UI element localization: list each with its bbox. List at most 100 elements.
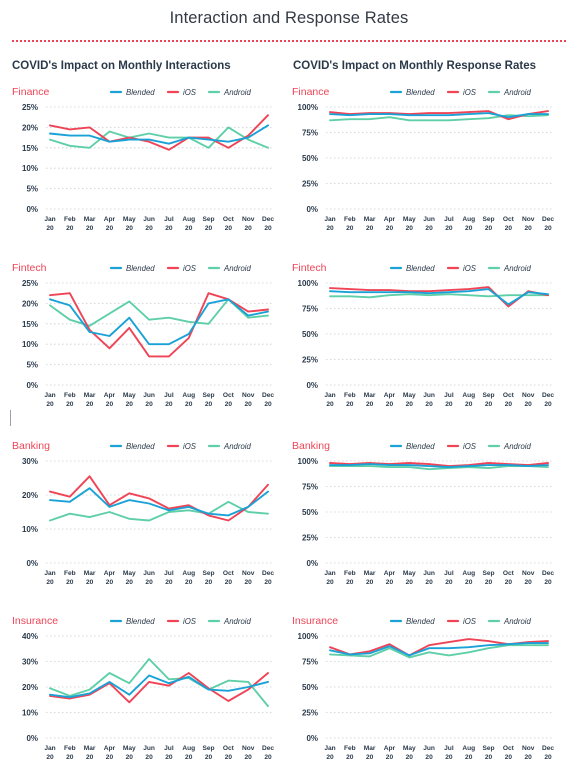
x-tick-year: 20 (406, 401, 414, 408)
y-tick-label: 0% (306, 559, 318, 568)
x-tick-year: 20 (366, 579, 374, 586)
legend-label-ios: iOS (463, 442, 477, 451)
x-tick-month: Jun (143, 216, 155, 223)
x-tick-month: Jun (143, 570, 155, 577)
x-tick-year: 20 (145, 579, 153, 586)
x-tick-year: 20 (245, 401, 253, 408)
y-tick-label: 50% (302, 508, 318, 517)
x-tick-month: Oct (223, 392, 235, 399)
x-tick-year: 20 (386, 754, 394, 761)
x-tick-year: 20 (406, 754, 414, 761)
banking-interactions-svg: Banking Blended iOS Android 0% 10% 20% 30% Jan 20… (12, 440, 274, 586)
x-tick-month: Jan (324, 745, 335, 752)
fintech-interactions-chart: Fintech Blended iOS Android 0% 5% 10% 15% 20% 25%… (10, 259, 280, 419)
x-tick-month: Jan (324, 392, 335, 399)
x-tick-month: Oct (223, 570, 235, 577)
x-tick-month: Apr (384, 745, 396, 752)
x-tick-year: 20 (126, 225, 134, 232)
legend-label-blended: Blended (126, 88, 155, 97)
x-tick-month: Mar (84, 216, 96, 223)
y-tick-label: 15% (22, 320, 38, 329)
title-divider (12, 40, 566, 42)
x-tick-year: 20 (264, 225, 272, 232)
x-tick-year: 20 (505, 579, 513, 586)
x-tick-month: Nov (522, 570, 535, 577)
x-tick-year: 20 (326, 401, 334, 408)
y-tick-label: 75% (302, 305, 318, 314)
x-tick-month: Jul (164, 570, 174, 577)
x-tick-month: Aug (182, 216, 195, 223)
x-tick-year: 20 (425, 579, 433, 586)
x-tick-year: 20 (225, 401, 233, 408)
x-tick-year: 20 (505, 225, 513, 232)
y-tick-label: 25% (22, 279, 38, 288)
series-line-blended (49, 487, 269, 517)
x-tick-year: 20 (165, 225, 173, 232)
x-tick-year: 20 (46, 579, 54, 586)
series-line-ios (49, 292, 269, 358)
x-tick-month: Feb (344, 216, 356, 223)
x-tick-year: 20 (544, 225, 552, 232)
x-tick-year: 20 (145, 401, 153, 408)
y-tick-label: 10% (22, 340, 38, 349)
x-tick-year: 20 (485, 579, 493, 586)
banking-response-chart: Banking Blended iOS Android 0% 25% 50% 75% 100% J… (290, 437, 560, 597)
x-tick-year: 20 (366, 401, 374, 408)
x-tick-month: May (123, 745, 136, 752)
legend-label-android: Android (223, 264, 252, 273)
x-tick-year: 20 (165, 579, 173, 586)
sector-title: Insurance (292, 615, 338, 627)
x-tick-year: 20 (106, 401, 114, 408)
x-tick-year: 20 (425, 401, 433, 408)
x-tick-month: Oct (223, 745, 235, 752)
y-tick-label: 0% (26, 559, 38, 568)
x-tick-month: Feb (64, 570, 76, 577)
x-tick-year: 20 (525, 225, 533, 232)
x-tick-month: Jul (164, 392, 174, 399)
x-tick-year: 20 (46, 225, 54, 232)
sector-title: Fintech (292, 262, 327, 274)
x-tick-year: 20 (66, 401, 74, 408)
y-tick-label: 30% (22, 658, 38, 667)
finance-interactions-chart: Finance Blended iOS Android 0% 5% 10% 15% 20% 25%… (10, 83, 280, 243)
y-tick-label: 10% (22, 709, 38, 718)
x-tick-month: May (123, 570, 136, 577)
x-tick-year: 20 (86, 225, 94, 232)
x-tick-year: 20 (185, 401, 193, 408)
y-tick-label: 75% (302, 129, 318, 138)
x-tick-year: 20 (505, 754, 513, 761)
x-tick-year: 20 (126, 754, 134, 761)
x-tick-year: 20 (205, 754, 213, 761)
x-tick-month: Sep (202, 570, 214, 577)
x-tick-year: 20 (485, 401, 493, 408)
x-tick-year: 20 (205, 579, 213, 586)
x-tick-year: 20 (145, 225, 153, 232)
y-tick-label: 25% (302, 356, 318, 365)
series-line-ios (329, 110, 549, 121)
x-tick-year: 20 (544, 401, 552, 408)
x-tick-year: 20 (485, 225, 493, 232)
page-title: Interaction and Response Rates (169, 9, 409, 27)
y-tick-label: 25% (302, 180, 318, 189)
x-tick-year: 20 (126, 401, 134, 408)
y-tick-label: 75% (302, 483, 318, 492)
x-tick-year: 20 (346, 401, 354, 408)
x-tick-year: 20 (245, 225, 253, 232)
x-tick-month: Feb (64, 216, 76, 223)
legend-label-blended: Blended (406, 617, 435, 626)
series-line-blended (329, 463, 549, 469)
x-tick-month: Dec (542, 745, 554, 752)
x-tick-year: 20 (525, 754, 533, 761)
x-tick-year: 20 (46, 401, 54, 408)
x-tick-month: Apr (384, 216, 396, 223)
x-tick-month: Dec (542, 570, 554, 577)
x-tick-month: Mar (364, 570, 376, 577)
x-tick-month: Apr (104, 216, 116, 223)
legend-label-android: Android (503, 88, 532, 97)
x-tick-year: 20 (205, 401, 213, 408)
x-tick-month: Jan (324, 570, 335, 577)
x-tick-year: 20 (86, 754, 94, 761)
insurance-interactions-chart: Insurance Blended iOS Android 0% 10% 20% 30% 40%… (10, 612, 280, 772)
sector-title: Fintech (12, 262, 47, 274)
x-tick-month: May (403, 745, 416, 752)
